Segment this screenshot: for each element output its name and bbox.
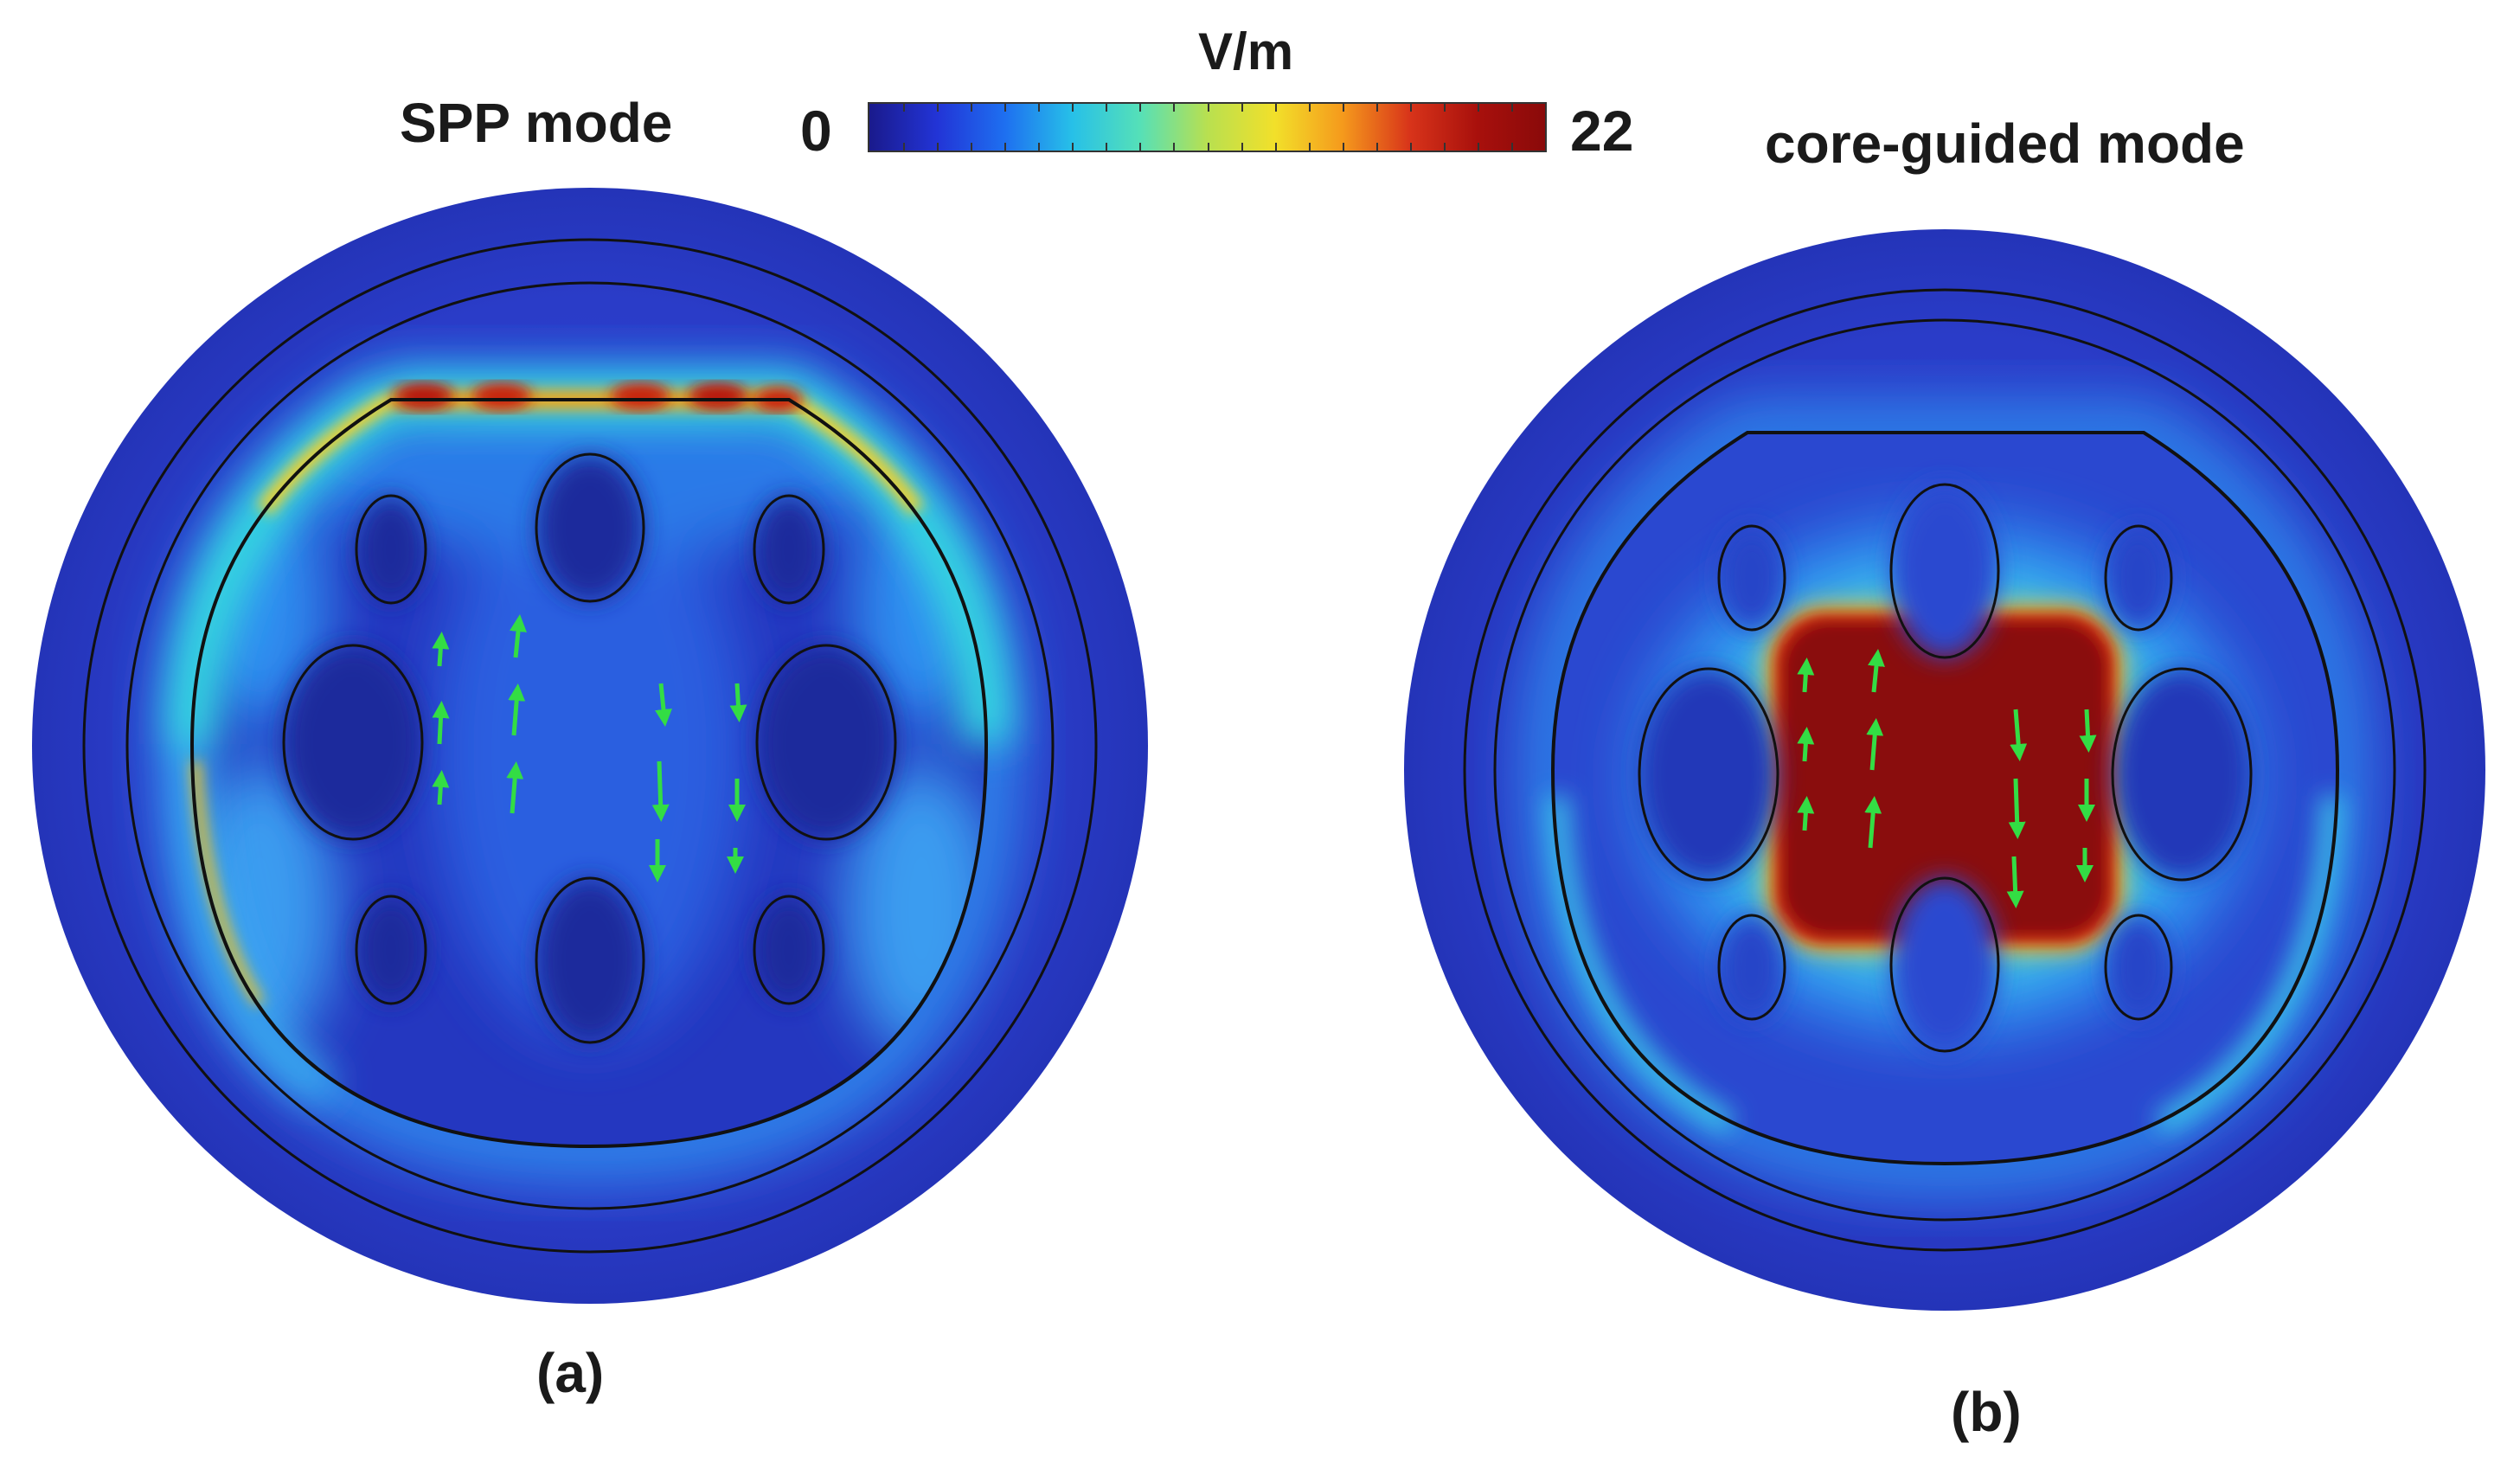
colorbar-tick [1274,104,1277,112]
panel-b-core-field [1553,433,2337,1164]
panel-b-field-arrows [1797,649,2097,908]
colorbar-tick [1409,104,1412,112]
colorbar-tick [1106,104,1108,112]
colorbar-tick [1106,143,1108,151]
colorbar-tick [1072,143,1074,151]
colorbar-tick [1173,143,1176,151]
colorbar-tick [1477,104,1479,112]
colorbar-tick [1342,143,1344,151]
panel-a-field-arrows [432,614,747,882]
colorbar-tick [1274,143,1277,151]
colorbar-tick [1207,143,1209,151]
colorbar-tick [1308,143,1311,151]
panel-b-field [1404,229,2485,1311]
colorbar-tick [903,104,906,112]
colorbar-tick [1173,104,1176,112]
colorbar-tick [1038,104,1041,112]
panel-a-field [32,188,1148,1304]
colorbar-max-label: 22 [1570,99,1634,163]
colorbar-tick [1443,104,1446,112]
colorbar-tick [1510,104,1513,112]
colorbar-tick [1241,143,1243,151]
colorbar-unit-label: V/m [1198,22,1294,80]
colorbar-tick [1139,104,1142,112]
colorbar-tick [1241,104,1243,112]
colorbar-tick [1207,104,1209,112]
colorbar-tick [1308,104,1311,112]
colorbar-tick [1139,143,1142,151]
colorbar-tick [1510,143,1513,151]
colorbar-tick [1004,104,1007,112]
colorbar-min-label: 0 [800,99,832,163]
colorbar [868,102,1547,152]
colorbar-tick [937,143,939,151]
colorbar-tick [1477,143,1479,151]
colorbar-tick [971,143,973,151]
panel-a-title: SPP mode [400,92,673,154]
panel-a-caption: (a) [536,1342,605,1404]
colorbar-tick [1443,143,1446,151]
colorbar-tick [1342,104,1344,112]
colorbar-tick [937,104,939,112]
colorbar-tick [1004,143,1007,151]
colorbar-tick [1409,143,1412,151]
colorbar-tick [1375,104,1378,112]
colorbar-tick [903,143,906,151]
panel-b-caption: (b) [1951,1381,2022,1443]
panel-a-core-field [192,400,986,1146]
colorbar-tick [971,104,973,112]
colorbar-tick [1038,143,1041,151]
colorbar-tick [1375,143,1378,151]
colorbar-tick [1072,104,1074,112]
panel-b-title: core-guided mode [1765,112,2245,175]
